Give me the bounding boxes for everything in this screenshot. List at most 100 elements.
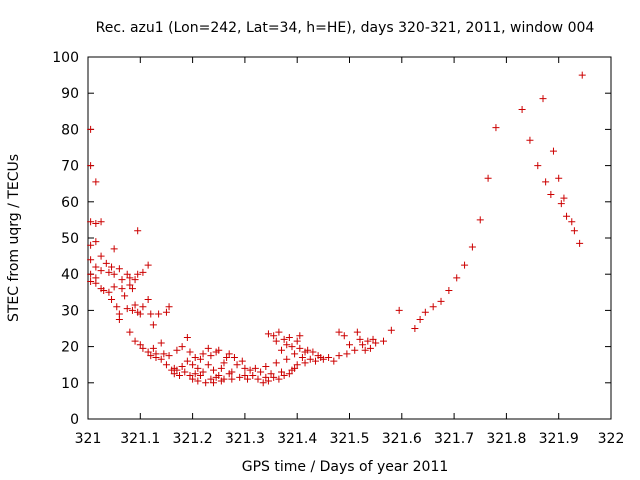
data-point [309,348,317,356]
data-point [264,330,272,338]
data-point [126,274,134,282]
data-point [484,174,492,182]
data-point [173,366,181,374]
data-point [207,352,215,360]
data-point [241,372,249,380]
data-point [225,350,233,358]
data-point [233,361,241,369]
y-axis-label: STEC from uqrg / TECUs [6,154,22,322]
x-tick-label: 321.5 [329,431,369,447]
x-tick-label: 321.4 [277,431,317,447]
data-point [306,355,314,363]
data-point [217,364,225,372]
data-point [230,353,238,361]
data-point [518,105,526,113]
data-point [223,353,231,361]
data-point [139,303,147,311]
data-point [275,375,283,383]
x-tick-label: 321.1 [120,431,160,447]
data-point [275,328,283,336]
y-tick-label: 60 [61,195,79,211]
data-point [557,200,565,208]
data-point [364,337,372,345]
data-point [183,357,191,365]
data-point [144,296,152,304]
data-point [246,366,254,374]
data-point [186,372,194,380]
data-point [236,373,244,381]
data-point [366,344,374,352]
data-point [149,321,157,329]
data-point [191,353,199,361]
data-point [421,308,429,316]
x-tick-label: 322 [598,431,625,447]
data-point [128,285,136,293]
data-point [121,292,129,300]
data-point [228,368,236,376]
data-point [157,339,165,347]
data-point [181,368,189,376]
data-point [312,357,320,365]
data-point [285,334,293,342]
data-point [267,370,275,378]
data-point [340,332,348,340]
data-point [105,288,113,296]
data-point [549,147,557,155]
data-point [283,341,291,349]
data-point [199,368,207,376]
data-point [262,363,270,371]
data-point [134,270,142,278]
data-point [210,366,218,374]
data-point [97,267,105,275]
data-point [395,306,403,314]
data-point [335,328,343,336]
data-point [387,326,395,334]
data-point [108,296,116,304]
data-point [291,364,299,372]
data-point [542,178,550,186]
data-point [257,368,265,376]
data-point [97,218,105,226]
data-point [157,355,165,363]
data-point [492,124,500,132]
data-point [92,178,100,186]
y-tick-label: 40 [61,267,79,283]
data-point [196,372,204,380]
data-point [560,194,568,202]
data-point [189,375,197,383]
data-point [576,239,584,247]
data-point [468,243,476,251]
data-point [335,352,343,360]
data-point [100,286,108,294]
data-point [123,270,131,278]
data-point [136,341,144,349]
data-point [278,346,286,354]
data-point [87,218,95,226]
data-point [191,370,199,378]
data-point [87,125,95,133]
data-point [149,344,157,352]
data-point [144,261,152,269]
data-point [165,352,173,360]
x-axis-ticks: 321 321.1 321.2 321.3 321.4 321.5 321.6 321.7 32… [75,57,625,447]
data-point [207,375,215,383]
data-point [176,372,184,380]
data-point [87,162,95,170]
data-point [152,353,160,361]
data-point [173,346,181,354]
y-tick-label: 10 [61,376,79,392]
data-point [293,361,301,369]
y-axis-ticks: 0 10 20 30 40 50 60 70 80 90 100 [52,50,611,428]
data-point [270,332,278,340]
data-point [105,268,113,276]
data-point [244,375,252,383]
data-point [411,325,419,332]
data-point [356,335,364,343]
x-tick-label: 321.6 [382,431,422,447]
data-point [113,303,121,311]
data-point [288,343,296,351]
data-point [351,346,359,354]
data-point [285,370,293,378]
